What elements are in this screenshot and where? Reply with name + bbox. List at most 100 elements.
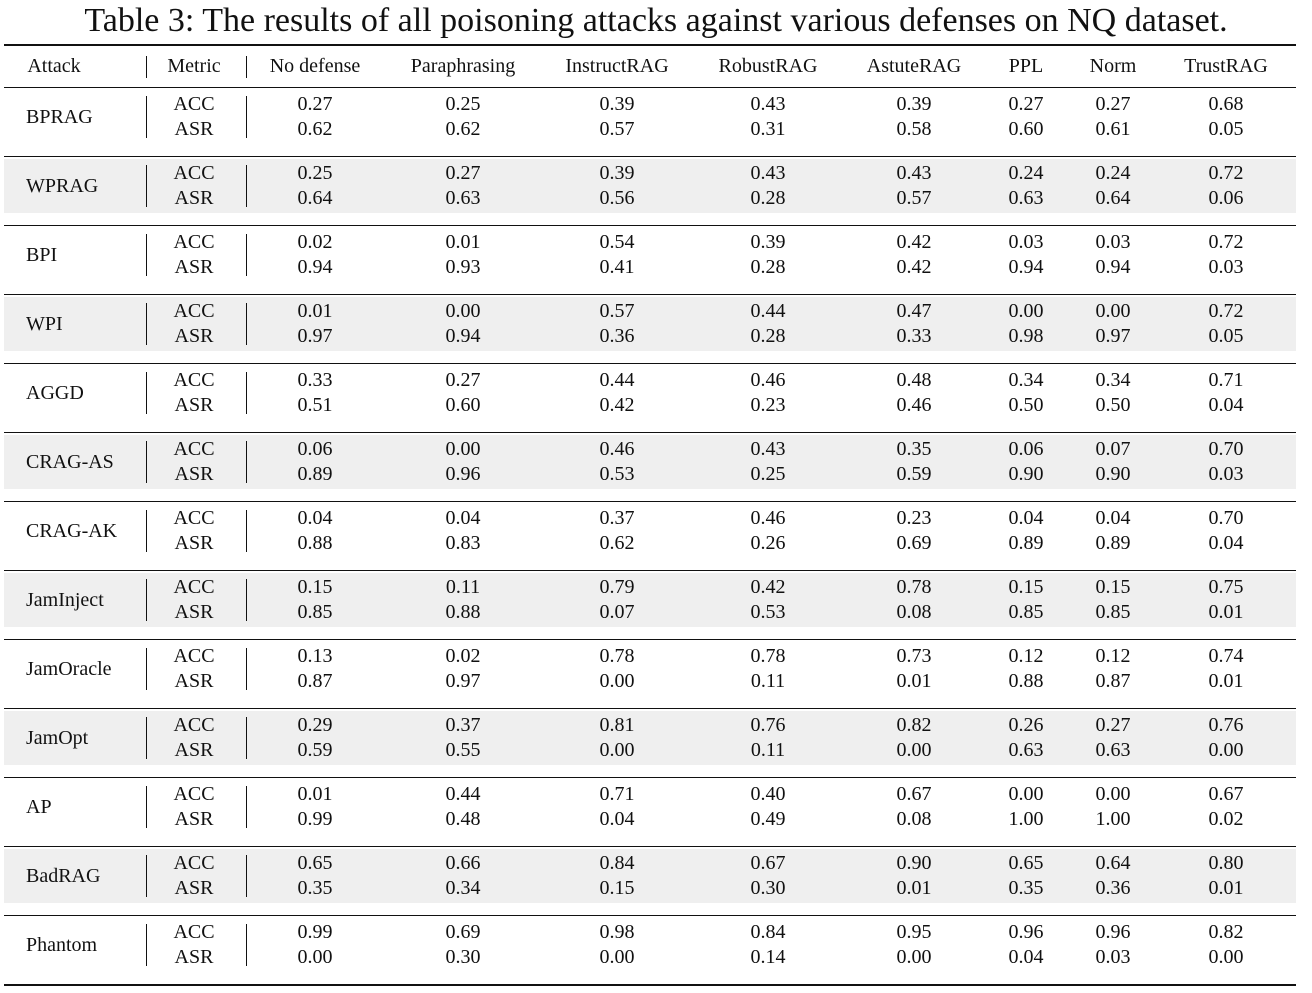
column-separator [146,96,147,138]
table-cell: 0.94 [1008,256,1044,278]
table-cell: 0.39 [896,93,932,115]
column-header-trustrag: TrustRAG [1184,54,1268,77]
header-row: Attack Metric No defense Paraphrasing Instru… [4,46,1296,86]
table-cell: 0.97 [1095,325,1131,347]
table-cell: 0.62 [599,532,635,554]
table-cell: 0.40 [750,783,786,805]
table-row-group: WPI ACC 0.01 0.00 0.57 0.44 0.47 0.00 0.00 0.72 AS… [4,297,1296,351]
table-cell: 0.99 [297,808,333,830]
table-cell: 0.63 [1008,187,1044,209]
table-cell: 0.58 [896,118,932,140]
table-cell: 0.03 [1095,231,1131,253]
table-cell: 0.43 [750,438,786,460]
table-cell: 0.72 [1208,231,1244,253]
column-header-robustrag: RobustRAG [718,54,818,77]
table-row-group: JamOracle ACC 0.13 0.02 0.78 0.78 0.73 0.12 0.12… [4,642,1296,696]
table-cell: 0.49 [750,808,786,830]
column-header-attack: Attack [27,54,81,77]
table-cell: 0.28 [750,325,786,347]
table-row: ASR 0.85 0.88 0.07 0.53 0.08 0.85 0.85 0.01 [4,600,1296,625]
table-cell: 0.53 [750,601,786,623]
table-cell: 0.36 [599,325,635,347]
table-cell: 0.88 [297,532,333,554]
table-cell: 0.37 [445,714,481,736]
table-cell: 0.01 [297,783,333,805]
table-cell: 0.84 [599,852,635,874]
table-cell: 0.50 [1008,394,1044,416]
table-cell: 0.33 [896,325,932,347]
table-cell: 0.24 [1095,162,1131,184]
table-cell: 0.25 [297,162,333,184]
table-cell: 0.97 [297,325,333,347]
column-separator [246,579,247,621]
table-row-group: BPRAG ACC 0.27 0.25 0.39 0.43 0.39 0.27 0.27 0.68… [4,90,1296,144]
table-cell: 0.94 [297,256,333,278]
attack-name: JamOpt [26,726,89,749]
table-cell: 0.90 [1008,463,1044,485]
table-cell: 0.14 [750,946,786,968]
table-cell: 0.00 [1095,783,1131,805]
column-separator [246,648,247,690]
table-cell: 0.31 [750,118,786,140]
table-cell: 0.88 [445,601,481,623]
table-cell: 0.04 [1208,394,1244,416]
group-rule [4,639,1296,640]
table-row: ASR 0.88 0.83 0.62 0.26 0.69 0.89 0.89 0.04 [4,531,1296,556]
table-cell: 0.78 [750,645,786,667]
table-cell: 0.96 [445,463,481,485]
table-cell: 0.57 [599,300,635,322]
column-header-paraphrasing: Paraphrasing [410,54,516,77]
table-cell: 0.64 [1095,852,1131,874]
table-cell: 0.59 [896,463,932,485]
table-row: ASR 0.64 0.63 0.56 0.28 0.57 0.63 0.64 0.06 [4,186,1296,211]
table-cell: 0.55 [445,739,481,761]
table-row: ASR 0.87 0.97 0.00 0.11 0.01 0.88 0.87 0.01 [4,669,1296,694]
table-cell: 0.69 [445,921,481,943]
column-separator [246,96,247,138]
metric-label: ACC [173,93,215,115]
metric-label: ACC [173,507,215,529]
table-cell: 0.68 [1208,93,1244,115]
table-cell: 0.13 [297,645,333,667]
table-cell: 0.76 [1208,714,1244,736]
table-row: ACC 0.01 0.00 0.57 0.44 0.47 0.00 0.00 0.72 [4,299,1296,324]
table-cell: 0.62 [297,118,333,140]
attack-name: BPI [26,243,58,266]
metric-label: ACC [173,438,215,460]
table-cell: 0.05 [1208,325,1244,347]
table-cell: 0.66 [445,852,481,874]
table-cell: 0.63 [1095,739,1131,761]
table-cell: 0.39 [599,162,635,184]
table-cell: 0.27 [1095,93,1131,115]
table-cell: 0.00 [1095,300,1131,322]
attack-name: Phantom [26,933,98,956]
table-cell: 0.00 [297,946,333,968]
table-cell: 0.00 [599,946,635,968]
table-cell: 0.39 [599,93,635,115]
table-cell: 0.35 [297,877,333,899]
attack-name: CRAG-AS [26,450,114,473]
group-rule [4,363,1296,364]
table-cell: 0.74 [1208,645,1244,667]
table-cell: 0.82 [1208,921,1244,943]
table-cell: 0.02 [1208,808,1244,830]
table-cell: 0.04 [445,507,481,529]
table-cell: 0.34 [1095,369,1131,391]
table-cell: 0.15 [1095,576,1131,598]
table-row-group: Phantom ACC 0.99 0.69 0.98 0.84 0.95 0.96 0.96 0.… [4,918,1296,972]
group-rule [4,915,1296,916]
table-cell: 0.46 [750,369,786,391]
table-cell: 0.30 [750,877,786,899]
table-cell: 0.01 [1208,670,1244,692]
table-row: ACC 0.27 0.25 0.39 0.43 0.39 0.27 0.27 0.68 [4,92,1296,117]
table-cell: 0.04 [1008,507,1044,529]
table-row: ACC 0.99 0.69 0.98 0.84 0.95 0.96 0.96 0.82 [4,920,1296,945]
table-cell: 0.27 [1095,714,1131,736]
table-cell: 0.27 [1008,93,1044,115]
table-row: ACC 0.06 0.00 0.46 0.43 0.35 0.06 0.07 0.70 [4,437,1296,462]
table-cell: 0.98 [1008,325,1044,347]
column-separator [146,372,147,414]
metric-label: ASR [174,532,214,554]
table-row: ASR 0.97 0.94 0.36 0.28 0.33 0.98 0.97 0.05 [4,324,1296,349]
table-cell: 0.36 [1095,877,1131,899]
